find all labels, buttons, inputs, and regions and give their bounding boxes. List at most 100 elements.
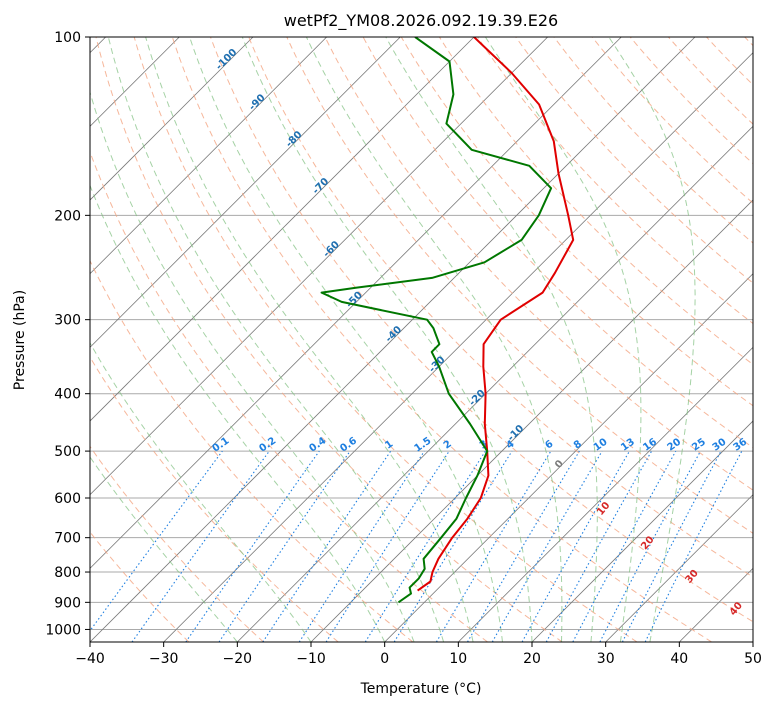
isotherm-line (458, 346, 753, 642)
mixing-ratio-line (545, 450, 653, 642)
dry-adiabat (324, 37, 753, 491)
x-tick-label: 0 (380, 651, 389, 667)
dry-adiabat (744, 37, 753, 47)
dry-adiabat (95, 37, 563, 642)
isotherm-label: -40 (384, 324, 405, 345)
moist-adiabat (484, 37, 642, 642)
moist-adiabat (107, 37, 445, 642)
y-tick-label: 800 (54, 565, 81, 581)
isotherm-line (605, 494, 753, 642)
y-tick-label: 700 (54, 531, 81, 547)
x-tick-label: 20 (523, 651, 541, 667)
isotherm-line (384, 273, 753, 642)
mixing-ratio-line (131, 450, 270, 642)
dry-adiabat (591, 37, 753, 204)
dry-adiabat (133, 37, 638, 642)
dry-adiabat (477, 37, 753, 325)
isotherm-label: -100 (214, 47, 240, 73)
isotherm-line (237, 125, 753, 642)
isotherm-line (90, 37, 327, 275)
isotherm-label: -70 (311, 176, 332, 197)
moist-adiabat (608, 37, 696, 642)
dry-adiabat (171, 37, 712, 642)
dry-adiabat (400, 37, 753, 407)
chart-title: wetPf2_YM08.2026.092.19.39.E26 (284, 11, 558, 31)
isotherm-line (163, 52, 753, 642)
isotherm-label: -50 (344, 290, 365, 311)
moist-adiabat-label: 30 (683, 568, 700, 586)
mixing-ratio-label: 0.4 (307, 435, 328, 454)
isotherm-line (310, 199, 753, 642)
mixing-ratio-line (185, 450, 320, 642)
isotherm-line (531, 420, 753, 642)
moist-adiabat (385, 37, 598, 642)
mixing-ratio-line (325, 450, 450, 642)
moist-adiabat-label: 20 (639, 534, 656, 552)
moist-adiabat (90, 456, 238, 642)
temperature-profile (417, 37, 575, 592)
y-axis-label: Pressure (hPa) (12, 290, 28, 390)
moist-adiabat-label: 0 (553, 458, 566, 470)
x-tick-label: 30 (597, 651, 615, 667)
x-tick-label: −40 (75, 651, 105, 667)
y-tick-label: 400 (54, 387, 81, 403)
mixing-ratio-line (521, 450, 630, 642)
x-tick-label: −20 (223, 651, 253, 667)
y-tick-label: 900 (54, 595, 81, 611)
moist-adiabat (305, 37, 563, 642)
isotherm-label: -60 (321, 239, 342, 260)
mixing-ratio-line (298, 450, 425, 642)
dry-adiabat (248, 37, 753, 578)
dewpoint-profile (320, 37, 553, 604)
isotherm-line (90, 37, 254, 201)
isotherm-line (90, 37, 622, 569)
isotherm-label: -80 (284, 129, 305, 150)
dry-adiabat (515, 37, 753, 284)
moist-adiabat (90, 341, 312, 642)
y-tick-label: 500 (54, 444, 81, 460)
mixing-ratio-line (364, 450, 486, 642)
moist-adiabat (145, 37, 474, 642)
isotherm-label: -90 (247, 92, 268, 113)
dry-adiabat (553, 37, 753, 244)
dry-adiabat (629, 37, 753, 165)
dry-adiabat (706, 37, 753, 86)
dry-adiabat (90, 445, 264, 642)
isotherm-line (752, 641, 753, 642)
x-tick-label: −10 (296, 651, 326, 667)
mixing-ratio-label: 8 (572, 439, 584, 452)
moist-adiabat (90, 184, 386, 642)
dry-adiabat (668, 37, 753, 125)
mixing-ratio-label: 0.1 (211, 435, 232, 454)
mixing-ratio-line (467, 450, 580, 642)
dry-adiabat (90, 531, 190, 642)
plot-frame (89, 36, 754, 643)
mixing-ratio-line (90, 450, 223, 632)
isotherm-line (90, 37, 475, 422)
isotherm-line (90, 37, 401, 348)
mixing-ratio-line (262, 450, 392, 642)
dry-adiabat (210, 37, 753, 623)
isotherm-line (90, 37, 696, 642)
x-tick-label: 40 (670, 651, 688, 667)
isotherm-line (90, 37, 548, 496)
moist-adiabat (90, 90, 415, 642)
y-tick-label: 100 (54, 30, 81, 46)
x-tick-label: 50 (744, 651, 762, 667)
x-tick-label: 10 (449, 651, 467, 667)
mixing-ratio-line (572, 450, 677, 642)
axes: −40 −30 −20 −10 0 10 20 30 40 5010020030040050060… (45, 30, 762, 667)
x-tick-label: −30 (149, 651, 179, 667)
y-tick-label: 300 (54, 313, 81, 329)
mixing-ratio-line (393, 450, 513, 642)
mixing-ratio-line (491, 450, 603, 642)
dry-adiabat (362, 37, 753, 449)
plot-area: 0.1 0.2 0.4 0.6 1 1.5 2 3 4 6 8 10 13 16 20 25 30 36-100-… (90, 37, 753, 642)
y-tick-label: 200 (54, 208, 81, 224)
dry-adiabat (90, 150, 488, 642)
x-axis-label: Temperature (°C) (360, 681, 482, 697)
mixing-ratio-line (435, 450, 552, 642)
y-tick-label: 600 (54, 491, 81, 507)
moist-adiabat (189, 37, 503, 642)
